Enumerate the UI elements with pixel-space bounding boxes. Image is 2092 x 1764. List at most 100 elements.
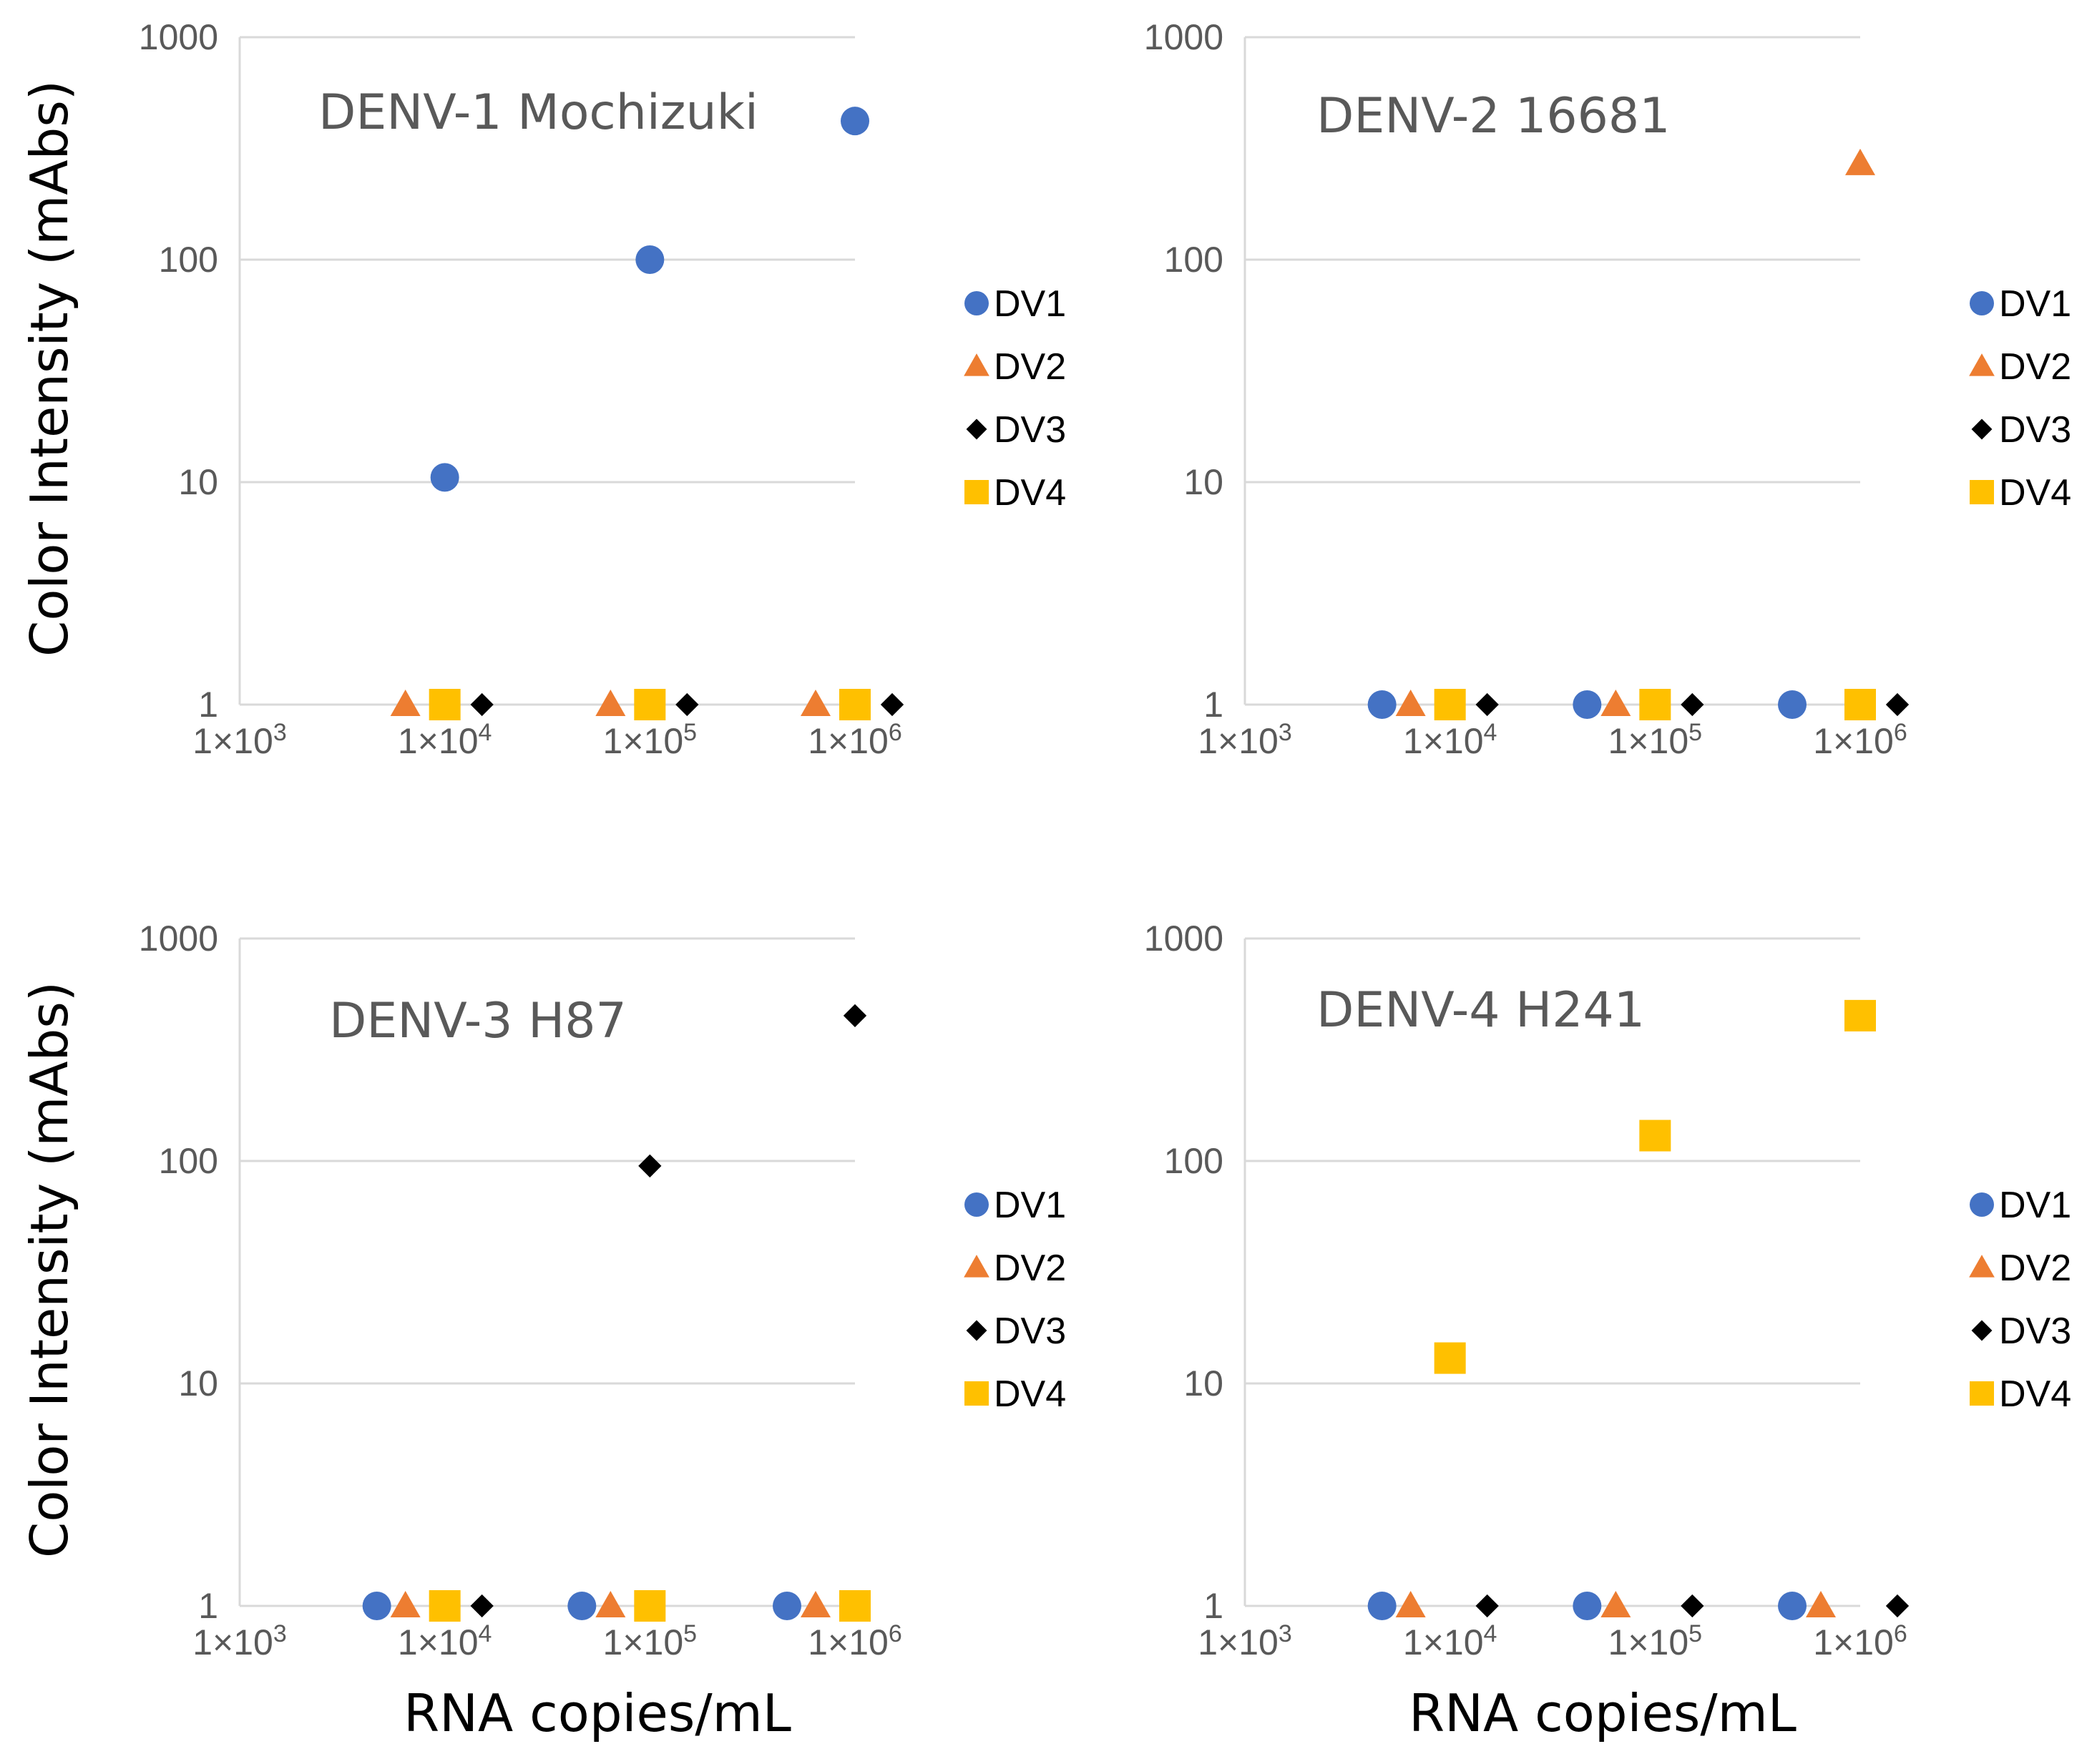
x-tick-label: 1×103: [1198, 1620, 1292, 1662]
data-point-dv2: [1600, 690, 1631, 716]
data-point-dv4: [1844, 999, 1876, 1032]
data-point-dv4: [1434, 1342, 1466, 1374]
circle-icon: [964, 1192, 989, 1217]
square-icon: [1970, 1381, 1994, 1406]
legend-item-dv2: DV2: [964, 346, 1066, 388]
data-point-dv1: [1778, 690, 1807, 719]
data-point-dv4: [839, 1590, 871, 1622]
data-point-dv1: [362, 1592, 391, 1620]
data-point-dv2: [801, 690, 831, 716]
data-point-dv2: [390, 1591, 421, 1617]
legend-item-dv3: DV3: [1971, 409, 2071, 451]
y-tick-label: 10: [1183, 462, 1223, 502]
data-point-dv3: [638, 1154, 662, 1178]
legend-label: DV3: [1999, 409, 2071, 451]
data-point-dv2: [1395, 1591, 1426, 1617]
triangle-icon: [964, 353, 989, 376]
data-point-dv4: [429, 1590, 461, 1622]
data-point-dv2: [1806, 1591, 1836, 1617]
x-tick-label: 1×106: [808, 1620, 902, 1662]
panel-title: DENV-3 H87: [329, 993, 627, 1049]
chart-panel-4: 1 10 100 1000 1×103 1×104 1×105 1×106 DENV-4 H24…: [1144, 918, 2071, 1662]
x-tick-label: 1×104: [1403, 719, 1497, 761]
data-point-dv1: [841, 107, 869, 136]
y-axis-label-bottom: Color Intensity (mAbs): [19, 981, 79, 1558]
x-tick-label: 1×104: [398, 719, 492, 761]
data-point-dv2: [595, 1591, 626, 1617]
square-icon: [964, 480, 989, 504]
data-point-dv3: [1475, 1594, 1499, 1618]
panel-title: DENV-1 Mochizuki: [318, 84, 758, 141]
data-point-dv1: [1573, 1592, 1602, 1620]
y-tick-label: 1: [1203, 685, 1223, 725]
legend-label: DV4: [994, 1373, 1066, 1415]
x-axis-label-left: RNA copies/mL: [404, 1683, 791, 1743]
legend-item-dv4: DV4: [964, 1373, 1066, 1415]
legend-item-dv4: DV4: [964, 472, 1066, 514]
data-point-dv4: [1639, 1119, 1671, 1152]
legend-label: DV3: [1999, 1310, 2071, 1352]
data-point-dv4: [634, 1590, 666, 1622]
y-tick-label: 100: [1164, 240, 1223, 280]
legend-label: DV4: [1999, 1373, 2071, 1415]
x-tick-label: 1×106: [1813, 719, 1907, 761]
data-point-dv3: [470, 1594, 494, 1618]
legend-item-dv2: DV2: [1969, 1248, 2071, 1289]
data-point-dv3: [1681, 692, 1704, 717]
x-tick-label: 1×104: [398, 1620, 492, 1662]
legend-item-dv4: DV4: [1970, 1373, 2071, 1415]
legend-item-dv2: DV2: [964, 1248, 1066, 1289]
legend-item-dv2: DV2: [1969, 346, 2071, 388]
diamond-icon: [1971, 418, 1993, 440]
legend-label: DV1: [994, 283, 1066, 325]
data-point-dv2: [390, 690, 421, 716]
legend-label: DV1: [994, 1185, 1066, 1226]
data-point-dv3: [843, 1004, 867, 1028]
legend-label: DV2: [994, 346, 1066, 388]
data-point-dv2: [801, 1591, 831, 1617]
data-point-dv4: [1639, 689, 1671, 720]
y-tick-label: 100: [159, 1141, 218, 1181]
y-tick-label: 10: [178, 1363, 218, 1403]
legend-label: DV3: [994, 409, 1066, 451]
x-axis-label-right: RNA copies/mL: [1409, 1683, 1797, 1743]
legend-item-dv3: DV3: [1971, 1310, 2071, 1352]
y-axis-label-top: Color Intensity (mAbs): [19, 80, 79, 657]
y-tick-label: 1: [1203, 1586, 1223, 1626]
data-point-dv2: [595, 690, 626, 716]
x-tick-label: 1×104: [1403, 1620, 1497, 1662]
data-point-dv4: [634, 689, 666, 720]
diamond-icon: [966, 1320, 987, 1341]
x-tick-label: 1×103: [1198, 719, 1292, 761]
x-tick-label: 1×103: [192, 719, 287, 761]
circle-icon: [1970, 1192, 1994, 1217]
y-tick-label: 1: [198, 685, 218, 725]
y-tick-label: 100: [1164, 1141, 1223, 1181]
legend-item-dv1: DV1: [1970, 283, 2071, 325]
diamond-icon: [1971, 1320, 1993, 1341]
data-point-dv1: [567, 1592, 597, 1620]
legend-item-dv3: DV3: [966, 1310, 1066, 1352]
data-point-dv3: [1681, 1594, 1704, 1618]
legend-label: DV2: [1999, 346, 2071, 388]
data-point-dv3: [1885, 1594, 1910, 1618]
x-tick-label: 1×106: [808, 719, 902, 761]
data-point-dv2: [1395, 690, 1426, 716]
x-tick-label: 1×103: [192, 1620, 287, 1662]
panel-title: DENV-2 16681: [1316, 88, 1670, 144]
triangle-icon: [1969, 353, 1995, 376]
legend-label: DV1: [1999, 283, 2071, 325]
x-tick-label: 1×105: [1608, 1620, 1703, 1662]
legend-label: DV3: [994, 1310, 1066, 1352]
circle-icon: [1970, 291, 1994, 315]
triangle-icon: [1969, 1255, 1995, 1278]
data-point-dv3: [470, 692, 494, 717]
legend-item-dv4: DV4: [1970, 472, 2071, 514]
data-point-dv4: [839, 689, 871, 720]
x-tick-label: 1×105: [603, 1620, 698, 1662]
legend-label: DV2: [994, 1248, 1066, 1289]
data-point-dv1: [773, 1592, 801, 1620]
data-point-dv3: [1885, 692, 1910, 717]
circle-icon: [964, 291, 989, 315]
